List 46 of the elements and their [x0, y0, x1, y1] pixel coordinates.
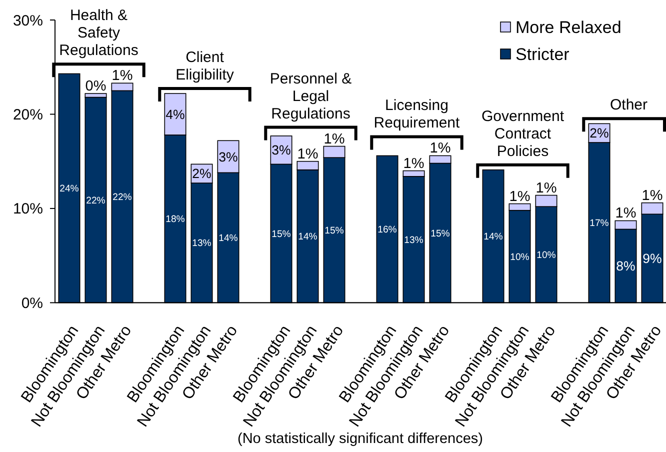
annotation: Government Contract Policies [481, 108, 565, 160]
annotation: Other [610, 96, 648, 114]
data-label: 18% [166, 214, 186, 226]
data-label: 4% [166, 106, 186, 122]
y-tick-label: 10% [12, 200, 43, 218]
data-label: 17% [590, 218, 610, 229]
data-label: 2% [590, 126, 610, 141]
data-label: 10% [536, 250, 556, 261]
annotation: Health & Safety Regulations [59, 7, 138, 60]
y-tick-label: 30% [12, 12, 43, 30]
text: (No statistically significant differences) [237, 431, 484, 447]
data-label: 1% [112, 68, 133, 84]
data-label: 3% [272, 142, 292, 158]
annotation: Client Eligibility [176, 49, 234, 84]
data-label: 3% [218, 149, 238, 164]
data-label: 24% [60, 184, 80, 195]
data-label: 1% [403, 156, 424, 172]
legend-label: Stricter [516, 44, 570, 64]
data-label: 13% [192, 238, 212, 250]
data-label: 1% [642, 188, 663, 204]
data-label: 16% [378, 224, 398, 236]
data-label: 0% [85, 78, 106, 94]
data-label: 10% [510, 252, 530, 263]
data-label: 9% [642, 251, 662, 266]
y-tick-label: 0% [21, 294, 43, 312]
data-label: 1% [536, 180, 557, 196]
data-label: 1% [430, 140, 451, 157]
y-tick-label: 20% [12, 106, 43, 124]
data-label: 15% [324, 226, 344, 236]
data-label: 1% [297, 146, 318, 162]
data-label: 15% [272, 228, 292, 240]
data-label: 1% [615, 206, 636, 222]
data-label: 8% [616, 258, 636, 274]
data-label: 14% [218, 233, 238, 244]
annotation: Licensing Requirement [374, 97, 461, 132]
data-label: 2% [192, 166, 212, 182]
data-label: 13% [404, 234, 424, 246]
data-label: 14% [298, 232, 318, 243]
legend-label: More Relaxed [516, 18, 622, 37]
data-label: 14% [484, 232, 504, 243]
data-label: 1% [509, 188, 530, 205]
data-label: 1% [324, 131, 345, 148]
annotation: Personnel & Legal Regulations [270, 70, 352, 122]
data-label: 22% [112, 192, 132, 204]
data-label: 15% [430, 228, 450, 240]
data-label: 22% [86, 195, 106, 206]
